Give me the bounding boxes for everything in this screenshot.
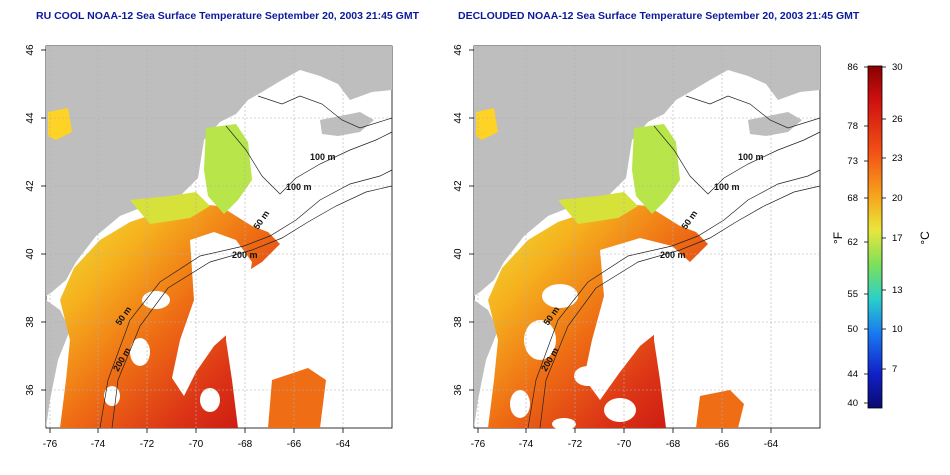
- celsius-tick: 10: [892, 324, 903, 335]
- x-tick-label: -64: [336, 439, 351, 450]
- x-tick-label: -76: [43, 439, 58, 450]
- celsius-tick: 13: [892, 285, 903, 296]
- fahrenheit-tick: 86: [847, 62, 858, 73]
- x-tick-label: -68: [238, 439, 253, 450]
- fahrenheit-tick: 40: [847, 398, 858, 409]
- x-tick-label: -66: [287, 439, 302, 450]
- celsius-tick: 20: [892, 193, 903, 204]
- contour-label: 100 m: [286, 182, 312, 192]
- fahrenheit-tick: 44: [847, 369, 858, 380]
- y-tick-label: 46: [453, 44, 464, 56]
- contour-label: 100 m: [714, 182, 740, 192]
- y-tick-label: 38: [25, 316, 36, 328]
- contour-label: 200 m: [232, 250, 258, 260]
- fahrenheit-tick: 62: [847, 237, 858, 248]
- fahrenheit-axis-label: °F: [831, 232, 845, 244]
- panel-title-declouded: DECLOUDED NOAA-12 Sea Surface Temperatur…: [458, 10, 860, 22]
- x-tick-label: -74: [91, 439, 106, 450]
- x-tick-label: -72: [568, 439, 583, 450]
- y-tick-label: 42: [25, 180, 36, 192]
- y-tick-label: 46: [25, 44, 36, 56]
- x-tick-label: -64: [764, 439, 779, 450]
- fahrenheit-tick: 78: [847, 121, 858, 132]
- celsius-tick: 17: [892, 233, 903, 244]
- fahrenheit-tick: 55: [847, 289, 858, 300]
- x-tick-label: -74: [519, 439, 534, 450]
- y-tick-label: 36: [453, 384, 464, 396]
- contour-label: 100 m: [738, 152, 764, 162]
- map-panel-raw: 100 m 100 m 50 m 200 m 50 m 200 m -76 -7…: [25, 44, 393, 450]
- x-tick-label: -76: [471, 439, 486, 450]
- celsius-axis-label: °C: [918, 231, 932, 245]
- panel-title-raw: RU COOL NOAA-12 Sea Surface Temperature …: [36, 10, 420, 22]
- y-tick-label: 36: [25, 384, 36, 396]
- celsius-tick: 30: [892, 62, 903, 73]
- celsius-tick: 7: [892, 364, 897, 375]
- fahrenheit-tick: 50: [847, 324, 858, 335]
- x-tick-label: -70: [189, 439, 204, 450]
- celsius-tick: 23: [892, 153, 903, 164]
- y-tick-label: 44: [453, 112, 464, 124]
- fahrenheit-tick: 73: [847, 156, 858, 167]
- map-panel-declouded: 100 m 100 m 50 m 200 m 50 m 200 m -76 -7…: [453, 44, 821, 450]
- contour-label: 200 m: [660, 250, 686, 260]
- y-tick-label: 42: [453, 180, 464, 192]
- fahrenheit-tick: 68: [847, 193, 858, 204]
- y-tick-label: 38: [453, 316, 464, 328]
- x-tick-label: -72: [140, 439, 155, 450]
- x-tick-label: -68: [666, 439, 681, 450]
- colorbar: 86 78 73 68 62 55 50 44 40 30 26 23 20 1…: [831, 62, 932, 409]
- y-tick-label: 40: [453, 248, 464, 260]
- x-tick-label: -70: [617, 439, 632, 450]
- land-mass: [46, 46, 392, 296]
- land-mass: [474, 46, 820, 296]
- x-tick-label: -66: [715, 439, 730, 450]
- y-tick-label: 40: [25, 248, 36, 260]
- y-tick-label: 44: [25, 112, 36, 124]
- contour-label: 100 m: [310, 152, 336, 162]
- celsius-tick: 26: [892, 114, 903, 125]
